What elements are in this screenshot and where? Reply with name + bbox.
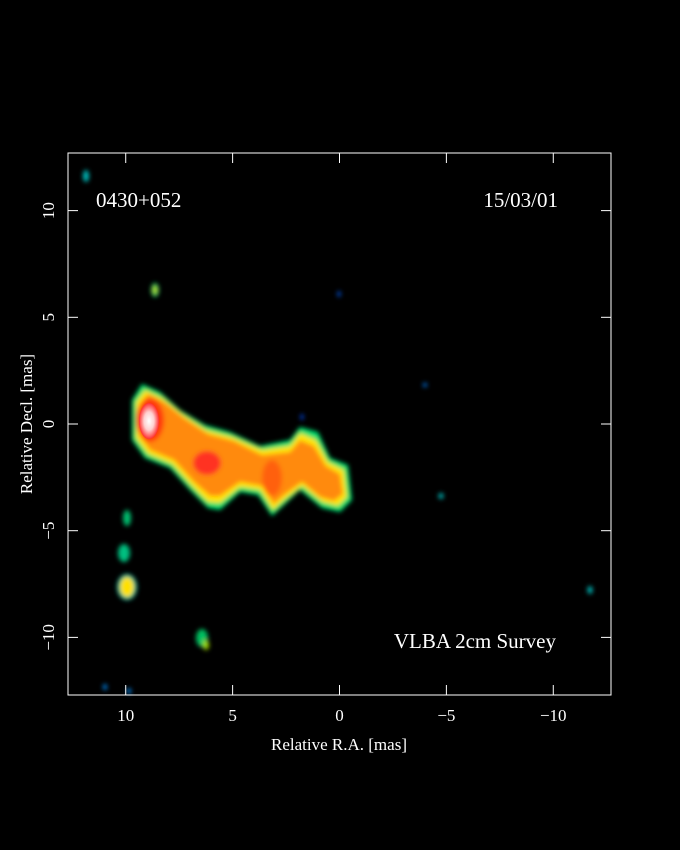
date-label: 15/03/01 bbox=[483, 188, 558, 212]
x-tick-label: 10 bbox=[117, 706, 134, 725]
y-tick-label: 5 bbox=[39, 313, 58, 322]
x-axis-label: Relative R.A. [mas] bbox=[271, 735, 407, 754]
x-tick-label: 0 bbox=[335, 706, 344, 725]
radio-map bbox=[83, 170, 593, 694]
source-label: 0430+052 bbox=[96, 188, 181, 212]
y-tick-label: −5 bbox=[39, 522, 58, 540]
x-tick-label: 5 bbox=[228, 706, 237, 725]
y-tick-label: 10 bbox=[39, 202, 58, 219]
survey-label: VLBA 2cm Survey bbox=[394, 629, 557, 653]
y-axis-label: Relative Decl. [mas] bbox=[17, 354, 36, 494]
x-tick-label: −10 bbox=[540, 706, 567, 725]
y-tick-label: −10 bbox=[39, 624, 58, 651]
y-tick-label: 0 bbox=[39, 420, 58, 429]
x-tick-label: −5 bbox=[437, 706, 455, 725]
